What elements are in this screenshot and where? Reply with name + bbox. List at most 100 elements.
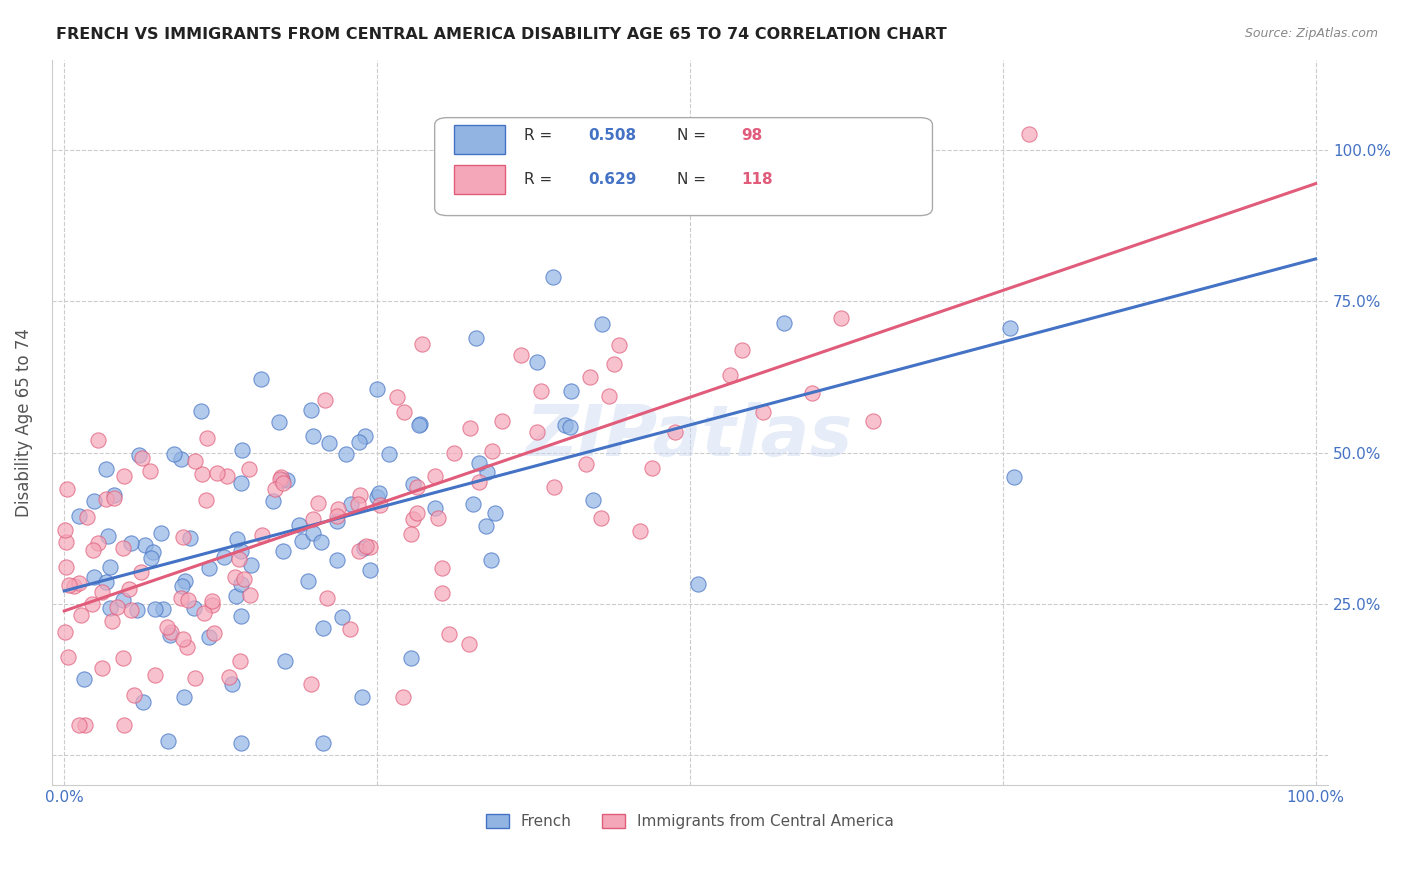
Text: Source: ZipAtlas.com: Source: ZipAtlas.com (1244, 27, 1378, 40)
Immigrants from Central America (87, 433, 110, 447)
Immigrants from Central America (405, 506, 427, 520)
Immigrants from Central America (602, 357, 624, 371)
Immigrants from Central America (82, 598, 104, 612)
French (297, 574, 319, 588)
Immigrants from Central America (172, 632, 194, 647)
French (67, 509, 90, 524)
Immigrants from Central America (58, 650, 80, 665)
Immigrants from Central America (143, 668, 166, 682)
French (128, 448, 150, 462)
Immigrants from Central America (273, 476, 295, 491)
Immigrants from Central America (207, 466, 229, 480)
Immigrants from Central America (122, 688, 145, 702)
Immigrants from Central America (862, 414, 884, 428)
Immigrants from Central America (202, 626, 225, 640)
Text: N =: N = (678, 128, 711, 144)
Immigrants from Central America (224, 570, 246, 584)
Immigrants from Central America (53, 523, 76, 537)
Immigrants from Central America (129, 566, 152, 580)
French (312, 621, 335, 635)
Immigrants from Central America (269, 472, 291, 486)
Immigrants from Central America (301, 512, 323, 526)
Immigrants from Central America (786, 142, 808, 156)
Immigrants from Central America (411, 336, 433, 351)
French (399, 650, 422, 665)
Immigrants from Central America (232, 572, 254, 586)
French (173, 690, 195, 704)
French (231, 576, 253, 591)
French (326, 553, 349, 567)
Immigrants from Central America (131, 450, 153, 465)
French (408, 417, 430, 432)
French (225, 532, 247, 546)
Text: 98: 98 (741, 128, 762, 144)
Immigrants from Central America (399, 527, 422, 541)
French (179, 531, 201, 545)
Text: FRENCH VS IMMIGRANTS FROM CENTRAL AMERICA DISABILITY AGE 65 TO 74 CORRELATION CH: FRENCH VS IMMIGRANTS FROM CENTRAL AMERIC… (56, 27, 948, 42)
Immigrants from Central America (598, 389, 620, 403)
Immigrants from Central America (314, 392, 336, 407)
Immigrants from Central America (184, 454, 207, 468)
Immigrants from Central America (218, 670, 240, 684)
French (554, 418, 576, 433)
FancyBboxPatch shape (454, 165, 505, 194)
Immigrants from Central America (101, 614, 124, 628)
FancyBboxPatch shape (434, 118, 932, 216)
French (142, 545, 165, 559)
Immigrants from Central America (112, 717, 135, 731)
French (526, 355, 548, 369)
Immigrants from Central America (354, 539, 377, 553)
French (484, 506, 506, 520)
French (461, 498, 484, 512)
Immigrants from Central America (607, 338, 630, 352)
Immigrants from Central America (184, 671, 207, 685)
French (560, 384, 582, 399)
Immigrants from Central America (270, 469, 292, 483)
Immigrants from Central America (201, 598, 224, 612)
Text: N =: N = (678, 172, 711, 186)
Immigrants from Central America (156, 620, 179, 634)
French (541, 270, 564, 285)
Text: R =: R = (524, 172, 557, 186)
French (83, 494, 105, 508)
Immigrants from Central America (194, 492, 217, 507)
Immigrants from Central America (510, 349, 533, 363)
Immigrants from Central America (800, 386, 823, 401)
French (271, 473, 294, 487)
Immigrants from Central America (423, 469, 446, 483)
Immigrants from Central America (543, 480, 565, 494)
Immigrants from Central America (239, 589, 262, 603)
French (152, 602, 174, 616)
Immigrants from Central America (426, 511, 449, 525)
French (94, 462, 117, 476)
French (98, 601, 121, 615)
Immigrants from Central America (112, 468, 135, 483)
Immigrants from Central America (579, 370, 602, 384)
French (558, 420, 581, 434)
Immigrants from Central America (731, 343, 754, 358)
French (159, 627, 181, 641)
Immigrants from Central America (139, 464, 162, 478)
Immigrants from Central America (170, 591, 193, 605)
Immigrants from Central America (339, 622, 361, 636)
Immigrants from Central America (252, 527, 274, 541)
Immigrants from Central America (526, 425, 548, 439)
Text: ZIPatlas: ZIPatlas (526, 402, 853, 471)
Immigrants from Central America (387, 390, 409, 404)
French (353, 428, 375, 442)
French (330, 609, 353, 624)
Text: 0.508: 0.508 (588, 128, 636, 144)
French (1002, 470, 1025, 484)
Immigrants from Central America (458, 421, 481, 435)
Immigrants from Central America (349, 543, 371, 558)
French (335, 447, 357, 461)
Immigrants from Central America (326, 501, 349, 516)
French (479, 553, 502, 567)
French (141, 551, 163, 566)
French (132, 695, 155, 709)
Immigrants from Central America (347, 497, 370, 511)
French (103, 488, 125, 502)
French (368, 485, 391, 500)
French (150, 525, 173, 540)
French (352, 690, 374, 705)
